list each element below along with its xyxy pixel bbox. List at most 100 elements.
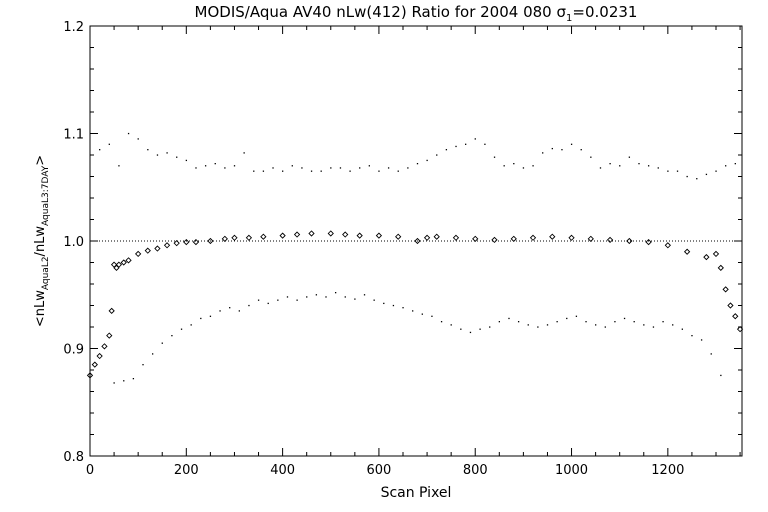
upper-envelope-point bbox=[166, 152, 168, 154]
lower-envelope-point bbox=[277, 299, 279, 301]
mean-point bbox=[626, 237, 633, 245]
mean-point bbox=[101, 343, 108, 350]
y-label-sub1: AquaL2 bbox=[41, 256, 51, 290]
upper-envelope-point bbox=[522, 167, 525, 169]
mean-point bbox=[395, 233, 402, 240]
mean-point bbox=[221, 235, 228, 242]
sigma-symbol: σ bbox=[556, 3, 567, 21]
mean-point bbox=[356, 232, 363, 239]
mean-point bbox=[327, 230, 334, 237]
y-axis: 0.8 0.9 1.0 1.1 1.2 bbox=[63, 20, 742, 465]
lower-envelope-point bbox=[643, 324, 645, 326]
lower-envelope-point bbox=[623, 317, 626, 320]
lower-envelope-point bbox=[537, 326, 539, 328]
mean-point bbox=[245, 234, 253, 241]
mean-point bbox=[115, 261, 123, 268]
title-text: MODIS/Aqua AV40 nLw(412) Ratio for 2004 … bbox=[194, 3, 552, 21]
upper-envelope-point bbox=[118, 165, 120, 167]
lower-envelope-point bbox=[672, 324, 674, 326]
y-tick-label: 0.9 bbox=[63, 343, 84, 358]
lower-envelope-point bbox=[257, 299, 260, 301]
upper-envelope-point bbox=[195, 167, 197, 169]
upper-envelope-point bbox=[108, 143, 110, 145]
upper-envelope-point bbox=[320, 170, 322, 172]
x-tick-label: 400 bbox=[270, 463, 295, 478]
upper-envelope-point bbox=[647, 165, 650, 167]
y-label-sub2: AquaL3:7DAY bbox=[41, 165, 51, 226]
lower-envelope-point bbox=[575, 315, 578, 317]
upper-envelope-point bbox=[349, 170, 351, 172]
lower-envelope-point bbox=[710, 353, 712, 355]
lower-envelope-point bbox=[142, 364, 144, 366]
x-tick-label: 200 bbox=[174, 463, 199, 478]
upper-envelope-point bbox=[599, 167, 602, 169]
x-tick-label: 0 bbox=[86, 463, 94, 478]
mean-point bbox=[260, 233, 267, 240]
lower-envelope-point bbox=[171, 335, 173, 337]
upper-envelope-point bbox=[185, 159, 188, 162]
upper-envelope-point bbox=[436, 154, 438, 156]
upper-envelope-point bbox=[339, 167, 342, 169]
upper-envelope-point bbox=[705, 173, 708, 176]
upper-envelope-point bbox=[686, 175, 688, 178]
lower-envelope-point bbox=[334, 292, 337, 294]
mean-point bbox=[645, 238, 652, 246]
mean-point bbox=[510, 235, 517, 242]
lower-envelope-point bbox=[373, 299, 375, 301]
upper-envelope-point bbox=[513, 163, 515, 165]
lower-envelope-point bbox=[546, 324, 549, 326]
upper-envelope-point bbox=[272, 167, 274, 169]
upper-envelope-point bbox=[282, 170, 284, 172]
upper-envelope-point bbox=[609, 163, 611, 165]
lower-envelope-point bbox=[604, 326, 606, 328]
mean-point bbox=[375, 232, 383, 239]
y-tick-label: 0.8 bbox=[63, 450, 84, 465]
upper-envelope-point bbox=[224, 167, 226, 169]
upper-envelope-point bbox=[426, 159, 428, 162]
upper-envelope-point bbox=[667, 170, 669, 172]
upper-envelope-point bbox=[301, 167, 303, 169]
mean-point bbox=[342, 231, 349, 238]
mean-point bbox=[727, 302, 734, 309]
mean-point bbox=[529, 234, 537, 241]
upper-envelope-point bbox=[455, 145, 457, 148]
upper-envelope-point bbox=[378, 170, 380, 172]
lower-envelope-point bbox=[460, 328, 462, 330]
upper-envelope-point bbox=[156, 154, 159, 156]
mean-point bbox=[433, 233, 440, 240]
lower-envelope-point bbox=[344, 296, 346, 298]
upper-envelope-point bbox=[474, 138, 476, 140]
upper-envelope-point bbox=[214, 163, 216, 165]
upper-envelope-point bbox=[99, 149, 101, 151]
x-tick-label: 1200 bbox=[651, 463, 684, 478]
lower-envelope-point bbox=[190, 324, 192, 326]
mean-point bbox=[736, 326, 744, 333]
mean-point bbox=[549, 233, 556, 240]
lower-envelope-point bbox=[132, 378, 135, 380]
lower-envelope-point bbox=[720, 374, 722, 377]
lower-envelope-point bbox=[508, 317, 510, 320]
upper-envelope-point bbox=[676, 170, 679, 172]
upper-envelope-point bbox=[445, 149, 448, 151]
lower-envelope-point bbox=[286, 296, 289, 298]
lower-envelope-point bbox=[421, 313, 423, 315]
mean-point bbox=[712, 250, 720, 258]
mean-point bbox=[173, 240, 180, 247]
upper-envelope-point bbox=[657, 167, 659, 169]
lower-envelope-point bbox=[180, 328, 183, 330]
mean-point bbox=[732, 313, 739, 320]
lower-envelope-point bbox=[123, 380, 125, 382]
mean-point bbox=[120, 259, 127, 266]
upper-envelope-point bbox=[542, 152, 544, 154]
mean-point bbox=[664, 242, 671, 249]
lower-envelope-point bbox=[219, 310, 221, 312]
upper-envelope-point bbox=[147, 149, 149, 151]
lower-envelope-point bbox=[652, 326, 655, 328]
upper-envelope-point bbox=[243, 152, 245, 154]
lower-envelope-point bbox=[315, 294, 318, 296]
mean-point bbox=[207, 237, 214, 245]
upper-envelope-point bbox=[570, 143, 573, 145]
x-axis-label: Scan Pixel bbox=[381, 485, 452, 501]
mean-point bbox=[606, 236, 614, 244]
upper-envelope-point bbox=[291, 165, 293, 167]
